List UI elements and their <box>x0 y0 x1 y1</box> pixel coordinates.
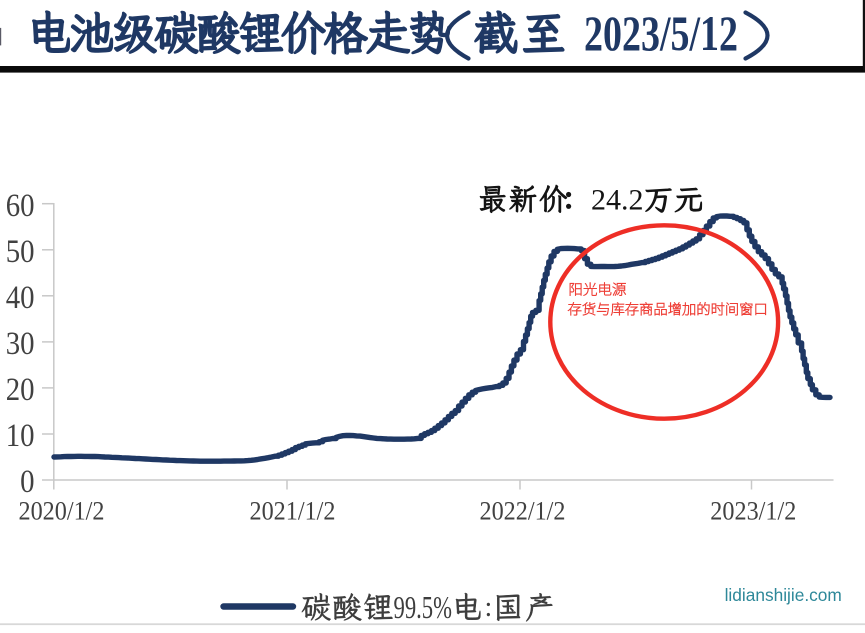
svg-text:2023/1/2: 2023/1/2 <box>710 495 796 525</box>
svg-text:30: 30 <box>6 326 35 362</box>
svg-text:2022/1/2: 2022/1/2 <box>480 495 566 525</box>
svg-text:2020/1/2: 2020/1/2 <box>19 495 105 525</box>
svg-text::: : <box>485 592 493 623</box>
svg-text:lidianshijie.com: lidianshijie.com <box>725 585 842 605</box>
svg-text:20: 20 <box>6 372 35 408</box>
svg-text:40: 40 <box>6 280 35 316</box>
svg-text:99.5%: 99.5% <box>394 589 453 625</box>
svg-text:60: 60 <box>6 188 35 224</box>
svg-text:2023/5/12: 2023/5/12 <box>584 5 738 61</box>
svg-text:50: 50 <box>6 234 35 270</box>
svg-text:24.2: 24.2 <box>591 184 644 217</box>
svg-text:10: 10 <box>6 418 35 454</box>
svg-text:2021/1/2: 2021/1/2 <box>250 495 336 525</box>
svg-text:0: 0 <box>20 464 34 500</box>
